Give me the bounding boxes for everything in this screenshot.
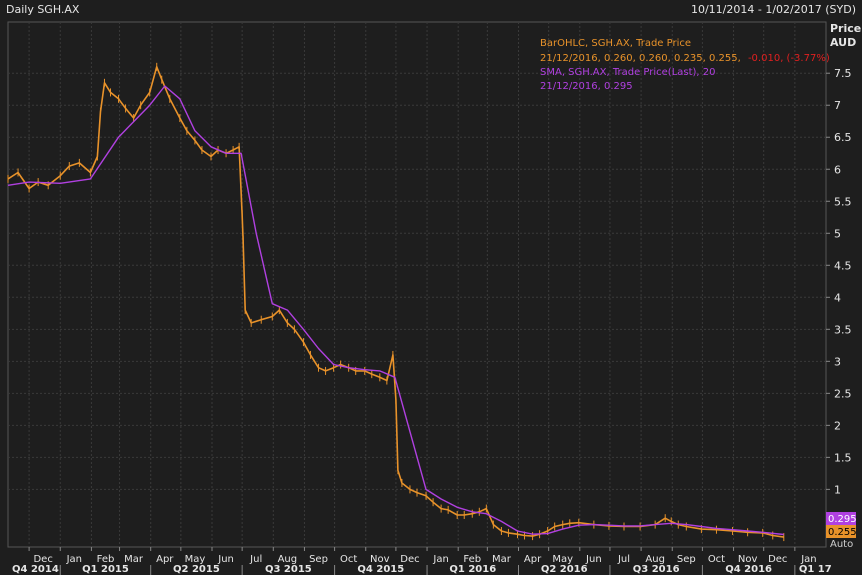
y-tick-label: 5 [834,227,841,240]
month-label: Jan [800,554,816,565]
month-label: Jun [217,554,234,565]
month-label: Jan [432,554,448,565]
y-axis-title: Price [830,22,861,35]
quarter-label: Q1 2016 [449,564,496,575]
sma-series [7,85,784,536]
date-range: 10/11/2014 - 1/02/2017 (SYD) [690,3,856,16]
y-tick-label: 2.5 [834,387,852,400]
series-layer [7,62,785,542]
legend-sma-title: SMA, SGH.AX, Trade Price(Last), 20 [540,67,716,78]
month-label: Sep [677,554,696,565]
y-tick-label: 4 [834,291,841,304]
legend-ohlc-title: BarOHLC, SGH.AX, Trade Price [540,38,691,49]
month-label: Sep [309,554,328,565]
month-label: Mar [492,554,512,565]
y-tick-label: 7 [834,99,841,112]
y-axis-unit: AUD [830,36,856,49]
month-label: Aug [278,554,298,565]
month-label: Dec [768,554,787,565]
month-label: Feb [97,554,115,565]
quarter-label: Q1 17 [799,564,832,575]
month-label: Jul [617,554,630,565]
month-label: Dec [33,554,52,565]
grid [8,22,826,547]
month-label: Apr [156,554,174,565]
month-label: Feb [463,554,481,565]
legend-ohlc-change: -0.010, (-3.77%) [748,53,830,64]
y-tick-label: 1.5 [834,451,852,464]
sma-last-value-tag [826,512,856,525]
y-tick-label: 1 [834,483,841,496]
y-tick-label: 2 [834,419,841,432]
month-label: Oct [708,554,725,565]
quarter-label: Q2 2015 [173,564,220,575]
y-tick-label: 6 [834,163,841,176]
month-label: Nov [738,554,758,565]
month-label: Aug [645,554,665,565]
legend-ohlc-row: 21/12/2016, 0.260, 0.260, 0.235, 0.255, … [540,53,830,64]
chart-title: Daily SGH.AX [6,3,80,16]
quarter-label: Q4 2015 [357,564,404,575]
month-label: May [185,554,206,565]
month-label: Apr [524,554,542,565]
month-label: May [552,554,573,565]
y-axis: 1 1.5 2 2.5 3 3.5 4 4.5 5 5.5 6 6.5 7 7.5 [826,67,852,496]
y-tick-label: 3.5 [834,323,852,336]
month-label: Mar [124,554,144,565]
y-tick-label: 3 [834,355,841,368]
legend-ohlc-values: 21/12/2016, 0.260, 0.260, 0.235, 0.255, [540,53,741,64]
quarter-label: Q3 2016 [633,564,680,575]
month-label: Oct [340,554,357,565]
y-tick-label: 5.5 [834,195,852,208]
x-axis: Dec Jan Feb Mar Apr May Jun Jul Aug Sep Oct Nov Dec J… [12,547,832,575]
price-last-value: 0.255 [828,527,857,538]
quarter-label: Q1 2015 [82,564,129,575]
ohlc-series [7,66,784,538]
auto-scale-label[interactable]: Auto [830,539,853,550]
month-label: Nov [370,554,390,565]
sma-last-value: 0.295 [828,514,857,525]
plot-area [7,21,827,548]
y-tick-label: 7.5 [834,67,852,80]
quarter-label: Q3 2015 [265,564,312,575]
legend-sma-values: 21/12/2016, 0.295 [540,81,633,92]
y-tick-label: 4.5 [834,259,852,272]
month-label: Jul [249,554,262,565]
price-last-value-tag [826,525,856,538]
y-tick-label: 6.5 [834,131,852,144]
month-label: Jun [585,554,602,565]
quarter-label: Q4 2014 [12,564,59,575]
month-label: Dec [400,554,419,565]
quarter-label: Q4 2016 [725,564,772,575]
quarter-label: Q2 2016 [541,564,588,575]
month-label: Jan [66,554,82,565]
